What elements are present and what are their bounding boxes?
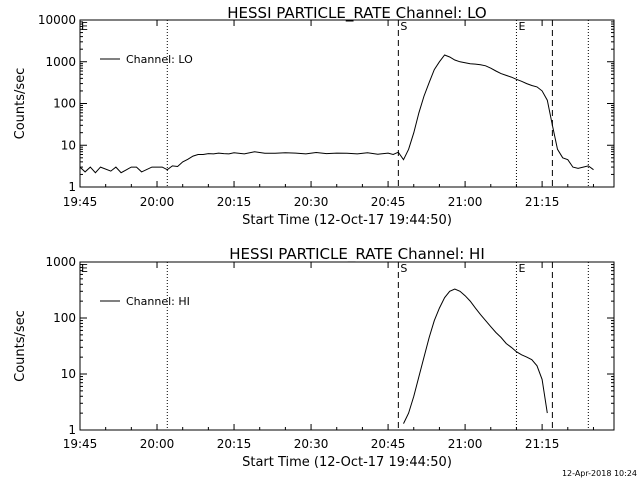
x-tick-label: 20:15	[217, 437, 252, 451]
x-axis-label: Start Time (12-Oct-17 19:44:50)	[242, 213, 452, 228]
x-tick-label: 21:00	[448, 195, 483, 209]
y-tick-label: 1	[68, 423, 76, 437]
x-tick-label: 20:45	[371, 195, 406, 209]
marker-s: S	[400, 262, 407, 275]
chart-panel-hi: HESSI PARTICLE_RATE Channel: HI 19:45 20:0…	[13, 245, 615, 470]
x-tick-label: 20:30	[294, 437, 329, 451]
chart-panel-lo: HESSI PARTICLE_RATE Channel: LO 19:45 20:0…	[13, 4, 615, 228]
y-tick-label: 1	[68, 180, 76, 194]
x-tick-label: 20:30	[294, 195, 329, 209]
x-tick-label: 21:15	[525, 437, 560, 451]
y-tick-label: 10	[61, 367, 76, 381]
x-tick-label: 20:00	[140, 437, 175, 451]
marker-s: S	[400, 20, 407, 33]
y-tick-label: 100	[53, 311, 76, 325]
chart-title: HESSI PARTICLE_RATE Channel: HI	[229, 245, 485, 264]
y-axis-label: Counts/sec	[13, 310, 28, 382]
marker-e-left: E	[81, 20, 88, 33]
x-tick-label: 21:00	[448, 437, 483, 451]
x-tick-label: 19:45	[63, 195, 98, 209]
timestamp: 12-Apr-2018 10:24	[562, 469, 637, 478]
plot-frame	[79, 261, 615, 431]
legend-label: Channel: LO	[126, 53, 193, 66]
marker-e-left: E	[81, 262, 88, 275]
series-line-lo	[79, 54, 594, 174]
chart-title: HESSI PARTICLE_RATE Channel: LO	[227, 4, 486, 23]
marker-e: E	[518, 20, 525, 33]
marker-e: E	[518, 262, 525, 275]
y-tick-label: 1000	[45, 55, 76, 69]
x-tick-label: 20:00	[140, 195, 175, 209]
x-tick-label: 21:15	[525, 195, 560, 209]
x-tick-label: 19:45	[63, 437, 98, 451]
series-line-hi	[403, 288, 548, 424]
x-axis-label: Start Time (12-Oct-17 19:44:50)	[242, 455, 452, 470]
y-tick-label: 1000	[45, 255, 76, 269]
x-tick-label: 20:15	[217, 195, 252, 209]
y-tick-label: 10000	[38, 13, 76, 27]
y-tick-label: 100	[53, 97, 76, 111]
x-tick-label: 20:45	[371, 437, 406, 451]
y-axis-label: Counts/sec	[13, 68, 28, 140]
legend-label: Channel: HI	[126, 295, 190, 308]
y-tick-label: 10	[61, 138, 76, 152]
plot-frame	[79, 19, 615, 188]
